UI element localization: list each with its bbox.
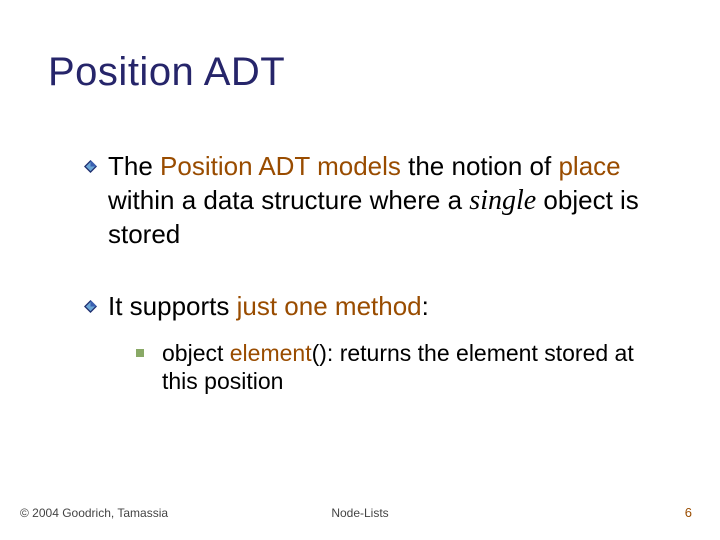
italic-text: single <box>469 185 536 216</box>
page-number: 6 <box>685 505 692 520</box>
highlight-text: element <box>230 340 312 366</box>
highlight-text: just one method <box>237 291 422 321</box>
text: It supports <box>108 291 237 321</box>
text: object <box>162 340 230 366</box>
slide: Position ADT The Position ADT models the… <box>0 0 720 540</box>
footer-title: Node-Lists <box>0 506 720 520</box>
text: The <box>108 151 160 181</box>
sub-bullet-item: object element(): returns the element st… <box>136 339 664 397</box>
slide-title: Position ADT <box>48 50 285 95</box>
diamond-icon <box>84 300 97 313</box>
text: : <box>422 291 429 321</box>
diamond-icon <box>84 160 97 173</box>
square-icon <box>136 349 144 357</box>
highlight-text: place <box>558 151 620 181</box>
bullet-item: The Position ADT models the notion of pl… <box>84 150 664 250</box>
text: within a data structure where a <box>108 185 469 215</box>
highlight-text: Position ADT models <box>160 151 401 181</box>
bullet-item: It supports just one method: object elem… <box>84 290 664 396</box>
text: the notion of <box>401 151 559 181</box>
slide-body: The Position ADT models the notion of pl… <box>84 150 664 436</box>
